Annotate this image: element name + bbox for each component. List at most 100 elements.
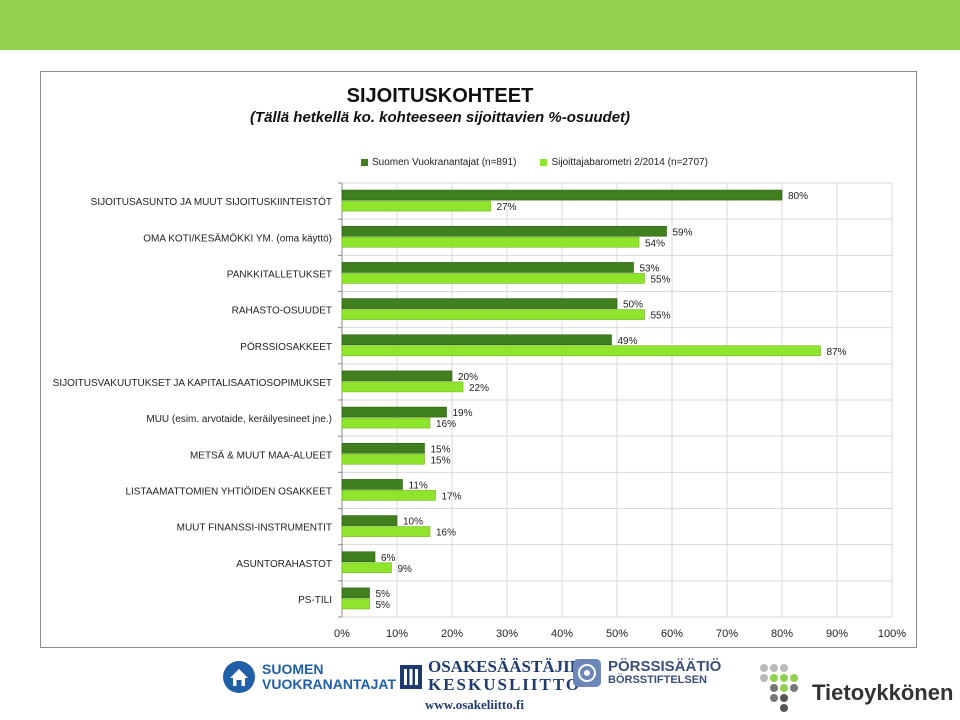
bar-series-2	[341, 236, 640, 248]
category-label: ASUNTORAHASTOT	[236, 559, 332, 570]
bar-series-2	[341, 417, 431, 429]
bar-series-1	[341, 225, 667, 237]
data-label-series-1: 20%	[458, 372, 478, 383]
logo-porssisaatio: PÖRSSISÄÄTIÖ BÖRSSTIFTELSEN	[572, 658, 721, 688]
porssisaatio-logo-icon	[573, 659, 601, 687]
data-label-series-2: 16%	[436, 419, 456, 430]
logo-osakesaastajien-keskusliitto: OSAKESÄÄSTÄJIEN KESKUSLIITTO	[398, 658, 593, 694]
logo-tietoykkonen: Tietoykkönen	[758, 662, 953, 714]
category-label: RAHASTO-OSUUDET	[232, 306, 332, 317]
category-label: PÖRSSIOSAKKEET	[240, 341, 332, 353]
x-tick-label: 70%	[716, 628, 738, 640]
bar-series-1	[341, 298, 618, 309]
data-label-series-2: 87%	[827, 347, 847, 358]
bar-series-1	[341, 370, 453, 382]
data-label-series-1: 6%	[381, 553, 396, 564]
bar-series-2	[341, 490, 436, 501]
bar-series-1	[341, 262, 634, 273]
logo1-line1: SUOMEN	[262, 661, 324, 678]
category-label: LISTAAMATTOMIEN YHTIÖIDEN OSAKKEET	[125, 485, 332, 497]
logo4-text: Tietoykkönen	[812, 680, 954, 706]
legend-item-series-2: Sijoittajabarometri 2/2014 (n=2707)	[540, 157, 708, 168]
data-label-series-1: 11%	[409, 480, 428, 491]
bar-series-1	[341, 551, 376, 563]
data-label-series-2: 5%	[376, 600, 391, 611]
chart-legend: Suomen Vuokranantajat (n=891) Sijoittaja…	[361, 157, 708, 168]
data-label-series-1: 5%	[376, 589, 391, 600]
data-label-series-1: 10%	[403, 517, 423, 528]
bar-series-2	[341, 453, 425, 465]
category-label: SIJOITUSVAKUUTUKSET JA KAPITALISAATIOSOP…	[53, 378, 332, 389]
data-label-series-2: 9%	[398, 564, 413, 575]
data-label-series-2: 27%	[497, 202, 517, 213]
data-label-series-2: 55%	[651, 274, 671, 285]
x-tick-label: 20%	[441, 628, 463, 640]
bar-series-1	[341, 334, 612, 346]
category-label: MUUT FINANSSI-INSTRUMENTIT	[177, 523, 332, 534]
bar-series-1	[341, 189, 783, 201]
data-label-series-1: 59%	[673, 227, 693, 238]
bar-series-2	[341, 381, 464, 393]
data-label-series-1: 19%	[453, 408, 473, 419]
bar-series-1	[341, 515, 398, 526]
bar-series-2	[341, 345, 821, 357]
data-label-series-1: 80%	[788, 191, 808, 202]
data-label-series-2: 17%	[442, 491, 462, 502]
x-tick-label: 80%	[771, 628, 793, 640]
category-label: SIJOITUSASUNTO JA MUUT SIJOITUSKIINTEIST…	[91, 196, 332, 208]
footer-logos: SUOMEN VUOKRANANTAJAT OSAKESÄÄSTÄJIEN KE…	[0, 652, 960, 720]
data-label-series-2: 22%	[469, 383, 489, 394]
house-logo-icon	[223, 661, 255, 693]
chart-title: SIJOITUSKOHTEET	[346, 85, 534, 107]
bar-series-2	[341, 200, 491, 212]
bar-series-1	[341, 442, 425, 454]
x-tick-label: 40%	[551, 628, 573, 640]
bar-series-2	[341, 309, 645, 320]
chart-frame	[40, 71, 917, 648]
building-logo-icon	[400, 664, 422, 689]
legend-swatch-series-1	[361, 159, 368, 166]
top-accent-bar	[0, 0, 960, 50]
category-label: MUU (esim. arvotaide, keräilyesineet jne…	[146, 414, 332, 425]
chart-subtitle: (Tällä hetkellä ko. kohteeseen sijoittav…	[249, 109, 631, 126]
legend-item-series-1: Suomen Vuokranantajat (n=891)	[361, 157, 516, 168]
logo3-line2: BÖRSSTIFTELSEN	[608, 674, 708, 687]
logo1-line2: VUOKRANANTAJAT	[262, 676, 397, 692]
x-tick-label: 60%	[661, 628, 683, 640]
category-label: PS-TILI	[298, 595, 332, 606]
category-label: OMA KOTI/KESÄMÖKKI YM. (oma käyttö)	[143, 232, 332, 244]
category-label: PANKKITALLETUKSET	[227, 269, 332, 280]
x-tick-label: 50%	[606, 628, 628, 640]
bar-series-2	[341, 273, 645, 284]
data-label-series-2: 54%	[645, 238, 665, 249]
data-label-series-1: 15%	[431, 444, 451, 455]
bar-series-2	[341, 526, 431, 537]
data-label-series-2: 15%	[431, 455, 451, 466]
bar-series-2	[341, 598, 370, 610]
bar-series-1	[341, 406, 447, 418]
x-tick-label: 10%	[386, 628, 408, 640]
bar-series-2	[341, 562, 392, 574]
x-tick-label: 0%	[334, 628, 350, 640]
x-tick-label: 30%	[496, 628, 518, 640]
logo-suomen-vuokranantajat: SUOMEN VUOKRANANTAJAT	[222, 660, 396, 694]
data-label-series-1: 50%	[623, 300, 643, 311]
legend-swatch-series-2	[540, 159, 548, 166]
category-label: METSÄ & MUUT MAA-ALUEET	[190, 449, 332, 461]
data-label-series-1: 53%	[640, 263, 660, 274]
legend-label-series-1: Suomen Vuokranantajat (n=891)	[372, 157, 517, 168]
data-label-series-2: 16%	[436, 528, 456, 539]
logo3-line1: PÖRSSISÄÄTIÖ	[608, 658, 722, 676]
x-tick-label: 90%	[826, 628, 848, 640]
data-label-series-1: 49%	[618, 336, 638, 347]
dot-grid-logo-icon	[760, 664, 798, 712]
logo2-line2: KESKUSLIITTO	[428, 674, 582, 694]
website-url: www.osakeliitto.fi	[425, 697, 524, 712]
bar-series-1	[341, 587, 370, 599]
data-label-series-2: 55%	[651, 311, 671, 322]
logo2-line1: OSAKESÄÄSTÄJIEN	[428, 657, 594, 676]
bar-series-1	[341, 479, 403, 490]
legend-label-series-2: Sijoittajabarometri 2/2014 (n=2707)	[551, 157, 708, 168]
x-tick-label: 100%	[878, 628, 906, 640]
